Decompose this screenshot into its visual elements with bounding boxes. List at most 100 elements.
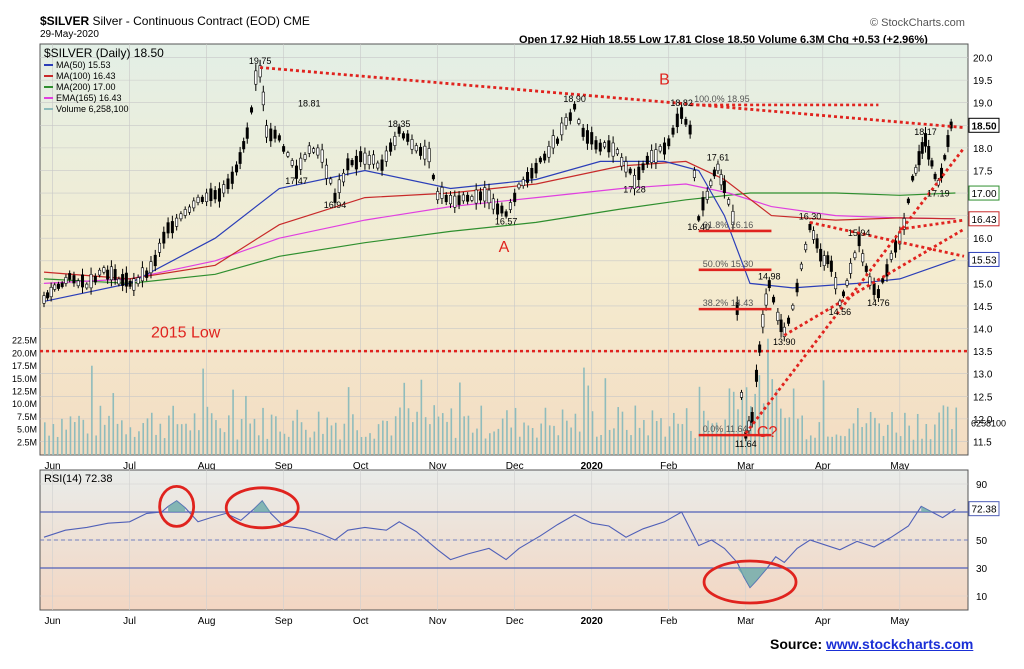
volume-bar bbox=[407, 408, 410, 455]
price-candle bbox=[307, 145, 311, 154]
price-candle bbox=[128, 280, 132, 287]
volume-bar bbox=[857, 408, 859, 455]
price-candle bbox=[85, 283, 89, 289]
price-candle bbox=[513, 192, 517, 203]
price-candle bbox=[758, 344, 762, 353]
wave-annotation: A bbox=[499, 239, 510, 256]
price-candle bbox=[795, 282, 799, 293]
price-candle bbox=[324, 164, 328, 179]
volume-bar bbox=[459, 382, 461, 455]
volume-bar bbox=[56, 436, 59, 455]
chart-title: $SILVER Silver - Continuous Contract (EO… bbox=[40, 14, 310, 28]
volume-bar bbox=[266, 438, 269, 455]
volume-bar bbox=[720, 431, 722, 455]
volume-bar bbox=[583, 367, 585, 455]
volume-bar bbox=[48, 435, 50, 455]
volume-bar bbox=[69, 416, 72, 455]
price-candle bbox=[624, 161, 628, 173]
fib-level-label: 38.2% 14.43 bbox=[703, 298, 754, 308]
price-candle bbox=[551, 135, 555, 149]
volume-bar bbox=[561, 409, 564, 455]
price-candle bbox=[457, 195, 461, 205]
volume-bar bbox=[844, 436, 846, 455]
price-candle bbox=[645, 155, 649, 165]
price-candle bbox=[487, 189, 491, 204]
rsi-axis-tick-label: 50 bbox=[976, 536, 988, 547]
volume-bar bbox=[163, 438, 166, 455]
price-candle bbox=[881, 278, 885, 283]
volume-bar bbox=[895, 432, 898, 455]
price-candle bbox=[196, 196, 200, 203]
volume-bar bbox=[506, 410, 508, 455]
month-tick-label: Nov bbox=[429, 461, 447, 472]
price-candle bbox=[170, 221, 174, 234]
volume-bar bbox=[493, 431, 495, 455]
price-candle bbox=[615, 149, 619, 155]
price-point-label: 16.30 bbox=[799, 212, 822, 222]
price-candle bbox=[585, 130, 589, 144]
price-candle bbox=[764, 293, 768, 306]
price-candle bbox=[235, 164, 239, 173]
volume-bar bbox=[788, 417, 791, 455]
volume-bar bbox=[617, 407, 619, 455]
volume-axis-tick-label: 20.0M bbox=[12, 348, 37, 358]
price-candle bbox=[841, 291, 845, 297]
price-axis-tick-label: 13.5 bbox=[973, 347, 993, 358]
volume-bar bbox=[326, 417, 329, 455]
volume-axis-tick-label: 12.5M bbox=[12, 387, 37, 397]
volume-bar bbox=[518, 436, 521, 455]
legend-label: MA(50) 15.53 bbox=[56, 60, 111, 70]
rsi-month-tick-label: Dec bbox=[506, 616, 524, 627]
volume-bar bbox=[292, 420, 294, 455]
price-candle bbox=[731, 211, 735, 225]
price-candle bbox=[277, 135, 281, 141]
price-candle bbox=[217, 188, 221, 202]
rsi-month-tick-label: Feb bbox=[660, 616, 678, 627]
price-candle bbox=[633, 175, 637, 189]
price-axis-tick-label: 11.5 bbox=[973, 437, 992, 448]
volume-bar bbox=[146, 418, 149, 455]
volume-bar bbox=[732, 391, 735, 455]
rsi-value-badge bbox=[968, 501, 1000, 517]
price-candle bbox=[474, 189, 478, 204]
price-candle bbox=[526, 171, 530, 183]
price-candle bbox=[213, 190, 217, 200]
volume-bar bbox=[942, 405, 945, 455]
price-point-label: 16.57 bbox=[495, 216, 518, 226]
volume-bar bbox=[416, 411, 418, 455]
price-candle bbox=[573, 103, 577, 110]
price-candle bbox=[367, 155, 371, 166]
price-candle bbox=[346, 158, 350, 171]
price-candle bbox=[166, 222, 170, 234]
support-trendline bbox=[783, 227, 965, 337]
price-candle bbox=[594, 140, 598, 150]
volume-bar bbox=[925, 424, 928, 455]
volume-bar bbox=[322, 433, 324, 455]
ma200-line bbox=[43, 192, 956, 285]
volume-bar bbox=[775, 389, 778, 455]
volume-bar bbox=[215, 420, 217, 455]
volume-bar bbox=[946, 406, 949, 455]
price-candle bbox=[286, 152, 290, 157]
wave-annotation: C? bbox=[757, 424, 778, 441]
volume-bar bbox=[497, 428, 500, 455]
source-link[interactable]: www.stockcharts.com bbox=[826, 636, 974, 652]
price-candle bbox=[389, 142, 393, 152]
rsi-axis-tick-label: 10 bbox=[976, 592, 988, 603]
price-candle bbox=[808, 224, 812, 231]
rsi-extreme-shade bbox=[921, 506, 943, 512]
price-candle bbox=[491, 198, 495, 210]
volume-bar bbox=[587, 385, 590, 455]
volume-bar bbox=[600, 434, 602, 455]
price-axis-tick-label: 13.0 bbox=[973, 370, 993, 381]
volume-bar bbox=[138, 431, 140, 455]
volume-bar bbox=[78, 415, 80, 455]
price-candle bbox=[76, 280, 80, 287]
price-candle bbox=[684, 119, 688, 125]
volume-bar bbox=[916, 413, 919, 455]
volume-bar bbox=[352, 414, 354, 455]
volume-bar bbox=[792, 388, 795, 455]
volume-bar bbox=[848, 428, 851, 455]
volume-bar bbox=[566, 420, 568, 455]
